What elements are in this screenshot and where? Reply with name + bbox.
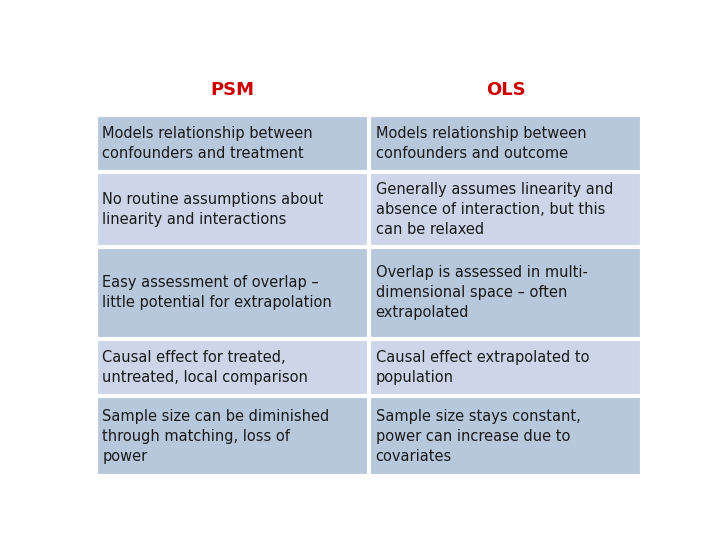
Text: No routine assumptions about
linearity and interactions: No routine assumptions about linearity a… xyxy=(102,192,324,227)
Bar xyxy=(96,339,369,396)
Text: Generally assumes linearity and
absence of interaction, but this
can be relaxed: Generally assumes linearity and absence … xyxy=(376,182,613,237)
Bar xyxy=(96,396,369,476)
Bar xyxy=(369,247,642,339)
Text: PSM: PSM xyxy=(210,81,254,99)
Text: Models relationship between
confounders and outcome: Models relationship between confounders … xyxy=(376,126,586,161)
Text: OLS: OLS xyxy=(486,81,526,99)
Text: Easy assessment of overlap –
little potential for extrapolation: Easy assessment of overlap – little pote… xyxy=(102,275,332,310)
Bar xyxy=(96,172,369,247)
Text: Causal effect extrapolated to
population: Causal effect extrapolated to population xyxy=(376,350,589,384)
Bar xyxy=(96,247,369,339)
Bar xyxy=(369,396,642,476)
Text: Causal effect for treated,
untreated, local comparison: Causal effect for treated, untreated, lo… xyxy=(102,350,308,384)
Text: Sample size stays constant,
power can increase due to
covariates: Sample size stays constant, power can in… xyxy=(376,409,580,463)
Bar xyxy=(369,172,642,247)
Bar xyxy=(369,339,642,396)
Text: Models relationship between
confounders and treatment: Models relationship between confounders … xyxy=(102,126,313,161)
Bar xyxy=(96,114,369,172)
Text: Overlap is assessed in multi-
dimensional space – often
extrapolated: Overlap is assessed in multi- dimensiona… xyxy=(376,265,588,320)
Text: Sample size can be diminished
through matching, loss of
power: Sample size can be diminished through ma… xyxy=(102,409,330,463)
Bar xyxy=(369,114,642,172)
